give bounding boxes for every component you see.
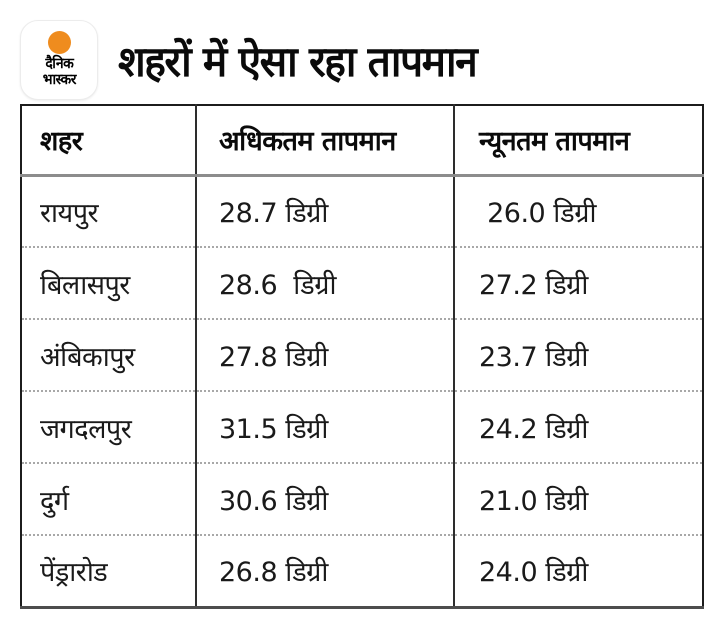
dainik-bhaskar-logo: दैनिक भास्कर <box>20 20 98 100</box>
column-header-min-temp: न्यूनतम तापमान <box>454 105 703 177</box>
min-temp-cell: 26.0 डिग्री <box>479 197 596 229</box>
header: दैनिक भास्कर शहरों में ऐसा रहा तापमान <box>0 0 720 104</box>
min-temp-cell: 24.2 डिग्री <box>454 390 703 463</box>
max-temp-cell: 26.8 डिग्री <box>196 534 455 607</box>
max-temp-cell: 31.5 डिग्री <box>196 390 455 463</box>
city-cell: अंबिकापुर <box>21 318 197 391</box>
header-row: शहर अधिकतम तापमान न्यूनतम तापमान <box>21 105 703 177</box>
sun-icon <box>47 31 71 55</box>
max-temp-cell: 27.8 डिग्री <box>196 318 455 391</box>
table-row: बिलासपुर 28.6 डिग्री 27.2 डिग्री <box>21 246 703 319</box>
city-cell: जगदलपुर <box>21 390 197 463</box>
table-header: शहर अधिकतम तापमान न्यूनतम तापमान <box>21 105 703 177</box>
city-cell: दुर्ग <box>21 462 197 535</box>
city-cell: बिलासपुर <box>21 246 197 319</box>
max-temp-cell: 28.7 डिग्री <box>196 175 455 247</box>
table-row: रायपुर 28.7 डिग्री 26.0 डिग्री <box>21 175 703 247</box>
min-temp-cell: 27.2 डिग्री <box>454 246 703 319</box>
logo-text: दैनिक भास्कर <box>42 56 76 88</box>
min-temp-cell: 21.0 डिग्री <box>454 462 703 535</box>
table-body: रायपुर 28.7 डिग्री 26.0 डिग्री बिलासपुर … <box>21 175 703 607</box>
city-cell: पेंड्रारोड <box>21 534 197 607</box>
column-header-max-temp: अधिकतम तापमान <box>196 105 455 177</box>
table-row: अंबिकापुर 27.8 डिग्री 23.7 डिग्री <box>21 318 703 391</box>
max-temp-cell: 28.6 डिग्री <box>196 246 455 319</box>
logo-text-line2: भास्कर <box>42 72 76 88</box>
page-title: शहरों में ऐसा रहा तापमान <box>118 36 478 86</box>
min-temp-cell: 23.7 डिग्री <box>454 318 703 391</box>
logo-text-line1: दैनिक <box>45 56 73 73</box>
table-row: पेंड्रारोड 26.8 डिग्री 24.0 डिग्री <box>21 534 703 607</box>
table-row: दुर्ग 30.6 डिग्री 21.0 डिग्री <box>21 462 703 535</box>
city-cell: रायपुर <box>21 175 197 247</box>
min-temp-cell: 24.0 डिग्री <box>454 534 703 607</box>
table-row: जगदलपुर 31.5 डिग्री 24.2 डिग्री <box>21 390 703 463</box>
temperature-table: शहर अधिकतम तापमान न्यूनतम तापमान रायपुर … <box>20 104 704 609</box>
max-temp-cell: 30.6 डिग्री <box>196 462 455 535</box>
column-header-city: शहर <box>21 105 197 177</box>
